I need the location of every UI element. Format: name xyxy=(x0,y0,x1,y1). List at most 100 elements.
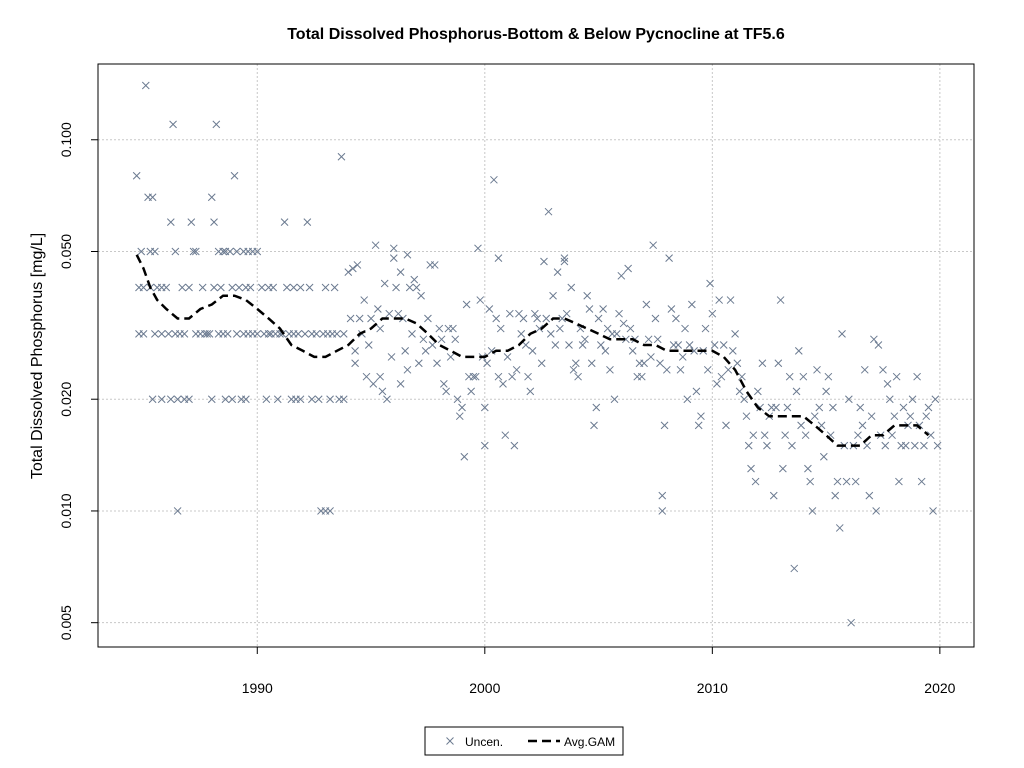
data-point-stroke-b xyxy=(728,346,737,355)
data-point-stroke-b xyxy=(453,395,462,404)
data-point-stroke-b xyxy=(485,305,494,313)
gam-line-layer xyxy=(135,254,930,447)
data-point-stroke-b xyxy=(353,261,362,269)
data-point xyxy=(678,353,687,361)
data-point-stroke-b xyxy=(924,403,933,412)
data-point-stroke-b xyxy=(367,314,375,323)
data-point-stroke-b xyxy=(198,283,207,292)
data-point xyxy=(551,341,560,349)
data-point-stroke-b xyxy=(578,341,587,349)
data-point xyxy=(517,329,526,338)
data-point-stroke-b xyxy=(226,247,234,256)
data-point xyxy=(640,359,648,368)
data-point xyxy=(414,359,423,368)
data-point xyxy=(769,491,778,500)
data-point-stroke-b xyxy=(269,283,278,292)
data-point-stroke-b xyxy=(480,403,489,412)
data-point-stroke-b xyxy=(738,372,746,381)
data-point-stroke-b xyxy=(396,268,405,276)
data-point xyxy=(403,250,412,259)
data-point-stroke-b xyxy=(860,365,869,374)
data-point-stroke-b xyxy=(829,403,837,412)
data-point xyxy=(294,329,303,338)
data-point-stroke-b xyxy=(658,491,667,500)
data-point-stroke-b xyxy=(922,412,931,421)
data-point xyxy=(385,309,394,318)
data-point-stroke-b xyxy=(439,379,448,388)
data-point-stroke-b xyxy=(148,395,157,404)
data-point xyxy=(799,372,808,381)
data-point-stroke-b xyxy=(847,618,855,627)
data-point-stroke-b xyxy=(694,421,703,430)
data-point-stroke-b xyxy=(753,387,762,396)
data-point-stroke-b xyxy=(926,431,935,440)
data-point xyxy=(819,452,828,461)
data-point-stroke-b xyxy=(726,296,735,304)
data-point xyxy=(151,329,159,338)
data-point-stroke-b xyxy=(717,372,726,381)
data-point-stroke-b xyxy=(487,346,496,355)
data-point-stroke-b xyxy=(797,421,805,430)
data-point xyxy=(132,171,141,180)
data-point-stroke-b xyxy=(264,329,273,338)
data-point xyxy=(351,346,359,355)
data-point xyxy=(758,359,767,368)
data-point-stroke-b xyxy=(417,291,425,300)
data-point-stroke-b xyxy=(148,193,157,202)
data-point-stroke-b xyxy=(157,329,166,338)
data-point-stroke-b xyxy=(585,305,594,313)
data-point xyxy=(824,372,833,381)
data-point xyxy=(512,365,521,374)
data-point xyxy=(166,218,175,226)
data-point xyxy=(653,335,662,344)
data-point xyxy=(376,372,384,381)
data-point-stroke-b xyxy=(180,329,189,338)
data-point-stroke-b xyxy=(205,329,214,338)
data-point xyxy=(628,346,637,355)
gam-line xyxy=(135,254,930,447)
data-point-stroke-b xyxy=(433,359,441,368)
data-point xyxy=(230,171,239,180)
data-point-stroke-b xyxy=(867,412,876,421)
data-point xyxy=(703,365,712,374)
data-point-stroke-b xyxy=(232,329,241,338)
data-point-stroke-b xyxy=(374,305,382,313)
data-point xyxy=(931,395,940,404)
data-point-stroke-b xyxy=(333,329,341,338)
data-point-stroke-b xyxy=(519,314,528,323)
data-point xyxy=(808,507,817,515)
data-point xyxy=(474,244,482,253)
data-point xyxy=(783,403,792,412)
data-point-stroke-b xyxy=(744,441,753,450)
chart-title: Total Dissolved Phosphorus-Bottom & Belo… xyxy=(287,26,785,43)
data-point-stroke-b xyxy=(851,477,860,486)
data-point-stroke-b xyxy=(326,395,334,404)
data-point-stroke-b xyxy=(421,346,430,355)
data-point-stroke-b xyxy=(742,412,751,421)
data-point xyxy=(510,441,519,450)
data-point-stroke-b xyxy=(531,309,539,318)
data-point-stroke-b xyxy=(810,412,819,421)
data-point xyxy=(380,279,389,288)
data-point-stroke-b xyxy=(913,372,921,381)
data-point xyxy=(417,291,425,300)
y-tick-label: 0.020 xyxy=(58,381,74,416)
data-point-stroke-b xyxy=(917,477,926,486)
data-point xyxy=(899,403,908,412)
data-point-stroke-b xyxy=(706,279,714,288)
data-point xyxy=(626,324,635,333)
data-point-stroke-b xyxy=(376,372,384,381)
data-point-stroke-b xyxy=(667,305,676,313)
data-point-stroke-b xyxy=(537,359,546,368)
data-point xyxy=(264,329,273,338)
data-point xyxy=(874,341,883,349)
data-point-stroke-b xyxy=(408,329,416,338)
data-point xyxy=(519,314,528,323)
data-point-stroke-b xyxy=(462,300,471,309)
data-point xyxy=(485,305,494,313)
data-point-stroke-b xyxy=(831,491,840,500)
data-point-stroke-b xyxy=(715,296,724,304)
data-point-stroke-b xyxy=(801,431,810,440)
data-point xyxy=(480,403,489,412)
data-point xyxy=(708,309,717,318)
